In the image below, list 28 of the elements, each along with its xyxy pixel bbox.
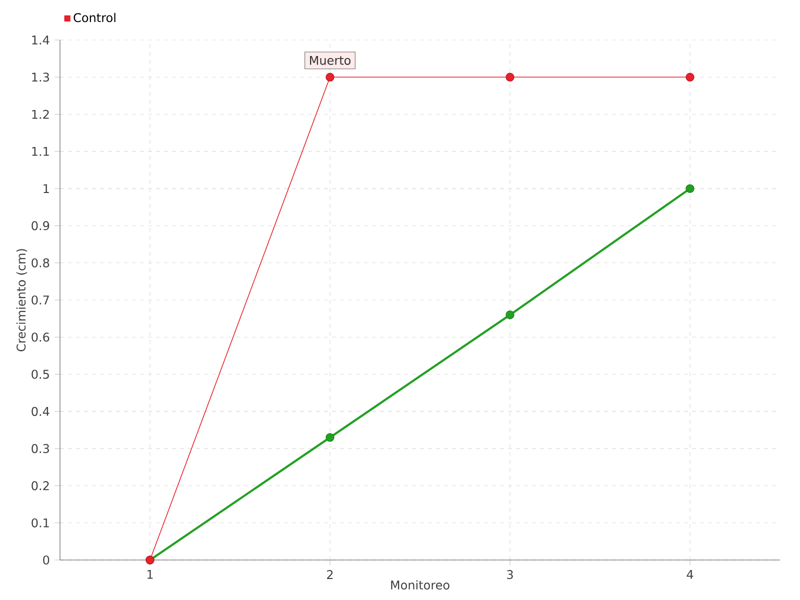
y-tick-label: 0.1 [32, 518, 49, 528]
y-tick-label: 0 [43, 555, 50, 565]
y-tick-label: 0.5 [32, 370, 49, 379]
point [686, 184, 694, 193]
y-tick-label: 0.7 [32, 295, 49, 305]
y-tick-label: 0.2 [32, 481, 49, 490]
x-tick-label: 2 [327, 570, 333, 579]
y-tick-label: 1.2 [32, 110, 49, 119]
point [686, 72, 694, 82]
point [326, 433, 334, 442]
y-tick-label: 1.1 [32, 147, 49, 156]
y-tick-label: 0.3 [32, 444, 49, 454]
y-tick-label: 1.4 [32, 36, 50, 44]
x-tick-label: 3 [507, 570, 513, 580]
y-tick-label: 1 [44, 184, 49, 193]
y-axis-title: Crecimiento (cm) [16, 249, 28, 352]
point [506, 310, 514, 320]
legend-label: Control [74, 12, 116, 22]
y-tick-label: 0.6 [32, 332, 50, 342]
y-tick-label: 0.9 [32, 221, 50, 230]
point [506, 72, 514, 82]
x-axis-title: Monitoreo [391, 580, 450, 590]
y-tick-label: 0.8 [32, 258, 50, 268]
x-tick-label: 4 [686, 570, 694, 579]
y-tick-label: 1.3 [32, 72, 49, 82]
y-tick-label: 0.4 [32, 406, 50, 416]
x-tick-label: 1 [148, 570, 153, 579]
annotation: Muerto [310, 56, 351, 65]
